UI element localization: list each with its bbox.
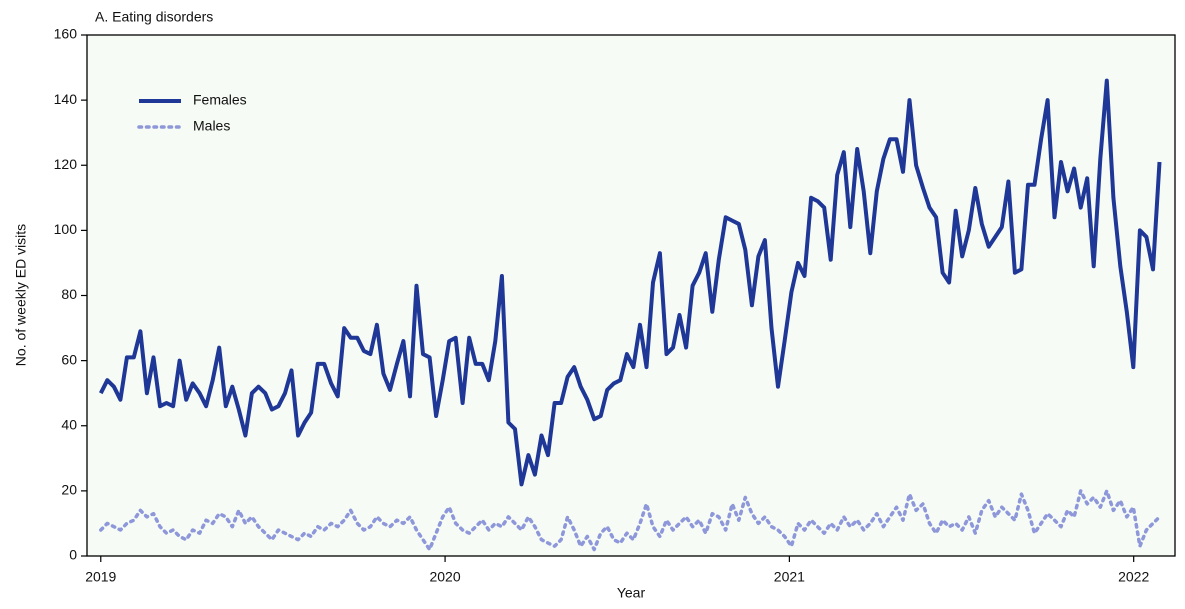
legend-label: Females [193, 92, 247, 108]
y-tick-label: 140 [54, 91, 78, 107]
legend-label: Males [193, 118, 230, 134]
x-tick-label: 2019 [85, 569, 116, 585]
y-tick-label: 80 [61, 286, 77, 302]
series-line [99, 489, 1162, 552]
x-tick-label: 2022 [1118, 569, 1149, 585]
plot-frame [86, 34, 1176, 557]
x-tick-label: 2021 [774, 569, 805, 585]
y-axis-label: No. of weekly ED visits [13, 224, 29, 366]
y-tick-label: 60 [61, 351, 77, 367]
y-tick-label: 160 [54, 26, 78, 42]
x-tick-label: 2020 [429, 569, 460, 585]
series-line [99, 78, 1162, 487]
plot-background [87, 35, 1175, 556]
x-axis-label: Year [617, 585, 646, 601]
chart-title: A. Eating disorders [95, 9, 213, 25]
y-tick-label: 120 [54, 156, 78, 172]
y-tick-label: 20 [61, 482, 77, 498]
y-tick-label: 40 [61, 416, 77, 432]
y-tick-label: 100 [54, 221, 78, 237]
y-tick-label: 0 [69, 547, 77, 563]
